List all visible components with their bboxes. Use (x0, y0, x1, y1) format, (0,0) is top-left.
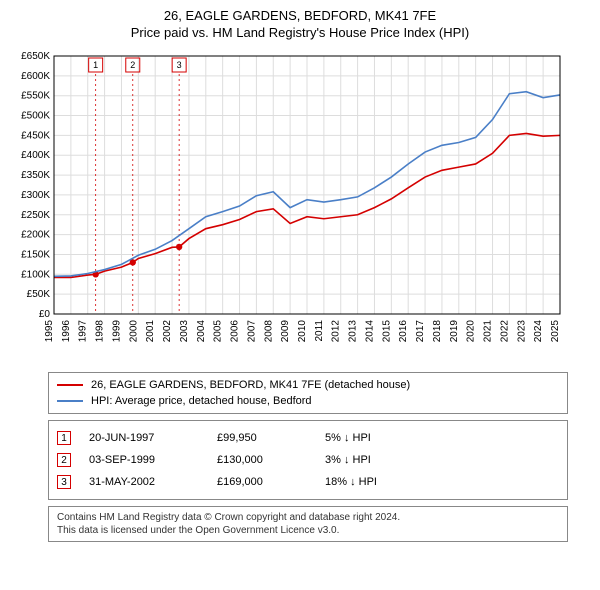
attribution: Contains HM Land Registry data © Crown c… (48, 506, 568, 542)
event-marker-number: 2 (130, 60, 135, 70)
x-tick-label: 2024 (533, 320, 544, 343)
x-tick-label: 2004 (196, 320, 207, 343)
legend: 26, EAGLE GARDENS, BEDFORD, MK41 7FE (de… (48, 372, 568, 414)
x-tick-label: 1998 (95, 320, 106, 343)
x-tick-label: 2007 (246, 320, 257, 343)
x-tick-label: 2016 (398, 320, 409, 343)
x-tick-label: 2006 (230, 320, 241, 343)
x-tick-label: 2009 (280, 320, 291, 343)
x-tick-label: 2021 (483, 320, 494, 343)
x-tick-label: 2005 (213, 320, 224, 343)
event-marker: 2 (57, 453, 71, 467)
x-tick-label: 1997 (78, 320, 89, 343)
event-date: 31-MAY-2002 (89, 476, 199, 488)
legend-label: 26, EAGLE GARDENS, BEDFORD, MK41 7FE (de… (91, 379, 410, 391)
y-tick-label: £150K (21, 249, 50, 260)
x-tick-label: 2019 (449, 320, 460, 343)
y-tick-label: £0 (39, 309, 51, 320)
x-tick-label: 2018 (432, 320, 443, 343)
event-delta: 18% ↓ HPI (325, 476, 435, 488)
y-tick-label: £550K (21, 91, 50, 102)
x-tick-label: 2000 (128, 320, 139, 343)
y-tick-label: £300K (21, 190, 50, 201)
x-tick-label: 2008 (263, 320, 274, 343)
attribution-line1: Contains HM Land Registry data © Crown c… (57, 511, 559, 524)
event-row: 1 20-JUN-1997 £99,950 5% ↓ HPI (57, 427, 559, 449)
legend-swatch (57, 384, 83, 386)
event-price: £130,000 (217, 454, 307, 466)
event-marker-number: 3 (177, 60, 182, 70)
x-tick-label: 2013 (348, 320, 359, 343)
x-tick-label: 2017 (415, 320, 426, 343)
x-tick-label: 2003 (179, 320, 190, 343)
legend-label: HPI: Average price, detached house, Bedf… (91, 395, 312, 407)
event-date: 20-JUN-1997 (89, 432, 199, 444)
event-row: 3 31-MAY-2002 £169,000 18% ↓ HPI (57, 471, 559, 493)
event-row: 2 03-SEP-1999 £130,000 3% ↓ HPI (57, 449, 559, 471)
x-tick-label: 2015 (381, 320, 392, 343)
y-tick-label: £600K (21, 71, 50, 82)
x-tick-label: 2002 (162, 320, 173, 343)
event-marker: 1 (57, 431, 71, 445)
x-tick-label: 2020 (466, 320, 477, 343)
x-tick-label: 1996 (61, 320, 72, 343)
chart-title-subtitle: Price paid vs. HM Land Registry's House … (8, 25, 592, 40)
y-tick-label: £100K (21, 269, 50, 280)
x-tick-label: 2010 (297, 320, 308, 343)
event-date: 03-SEP-1999 (89, 454, 199, 466)
event-delta: 3% ↓ HPI (325, 454, 435, 466)
event-price: £169,000 (217, 476, 307, 488)
legend-row: HPI: Average price, detached house, Bedf… (57, 393, 559, 409)
x-tick-label: 1995 (44, 320, 55, 343)
x-tick-label: 2023 (516, 320, 527, 343)
y-tick-label: £400K (21, 150, 50, 161)
x-tick-label: 2001 (145, 320, 156, 343)
legend-row: 26, EAGLE GARDENS, BEDFORD, MK41 7FE (de… (57, 377, 559, 393)
x-tick-label: 2022 (499, 320, 510, 343)
event-marker: 3 (57, 475, 71, 489)
x-tick-label: 1999 (111, 320, 122, 343)
y-tick-label: £500K (21, 111, 50, 122)
y-tick-label: £650K (21, 51, 50, 62)
events-table: 1 20-JUN-1997 £99,950 5% ↓ HPI 2 03-SEP-1999 £… (48, 420, 568, 500)
chart-svg: £0 £50K £100K £150K £200K £250K £300K £350K £400… (8, 46, 568, 366)
x-tick-label: 2012 (331, 320, 342, 343)
legend-swatch (57, 400, 83, 402)
y-tick-label: £200K (21, 230, 50, 241)
event-marker-number: 1 (93, 60, 98, 70)
y-tick-label: £350K (21, 170, 50, 181)
y-tick-label: £250K (21, 210, 50, 221)
chart-title-address: 26, EAGLE GARDENS, BEDFORD, MK41 7FE (8, 8, 592, 23)
x-tick-label: 2011 (314, 320, 325, 342)
event-delta: 5% ↓ HPI (325, 432, 435, 444)
x-tick-label: 2014 (364, 320, 375, 343)
y-tick-label: £50K (27, 289, 51, 300)
event-price: £99,950 (217, 432, 307, 444)
attribution-line2: This data is licensed under the Open Gov… (57, 524, 559, 537)
y-tick-label: £450K (21, 130, 50, 141)
price-chart: £0 £50K £100K £150K £200K £250K £300K £350K £400… (8, 46, 592, 366)
x-tick-label: 2025 (550, 320, 561, 343)
